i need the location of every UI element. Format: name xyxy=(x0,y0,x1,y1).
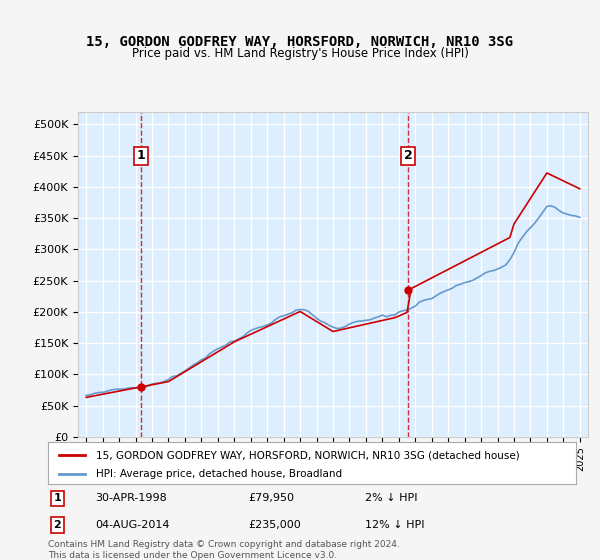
Text: 15, GORDON GODFREY WAY, HORSFORD, NORWICH, NR10 3SG: 15, GORDON GODFREY WAY, HORSFORD, NORWIC… xyxy=(86,35,514,49)
Text: £79,950: £79,950 xyxy=(248,493,295,503)
Text: Contains HM Land Registry data © Crown copyright and database right 2024.
This d: Contains HM Land Registry data © Crown c… xyxy=(48,540,400,559)
Text: 04-AUG-2014: 04-AUG-2014 xyxy=(95,520,170,530)
Text: 1: 1 xyxy=(137,149,145,162)
Text: Price paid vs. HM Land Registry's House Price Index (HPI): Price paid vs. HM Land Registry's House … xyxy=(131,46,469,60)
Text: 1: 1 xyxy=(53,493,61,503)
Text: HPI: Average price, detached house, Broadland: HPI: Average price, detached house, Broa… xyxy=(95,469,341,479)
Text: 30-APR-1998: 30-APR-1998 xyxy=(95,493,167,503)
Text: 2: 2 xyxy=(53,520,61,530)
Text: 15, GORDON GODFREY WAY, HORSFORD, NORWICH, NR10 3SG (detached house): 15, GORDON GODFREY WAY, HORSFORD, NORWIC… xyxy=(95,450,519,460)
Text: £235,000: £235,000 xyxy=(248,520,301,530)
Text: 2% ↓ HPI: 2% ↓ HPI xyxy=(365,493,418,503)
Text: 2: 2 xyxy=(404,149,413,162)
Text: 12% ↓ HPI: 12% ↓ HPI xyxy=(365,520,424,530)
